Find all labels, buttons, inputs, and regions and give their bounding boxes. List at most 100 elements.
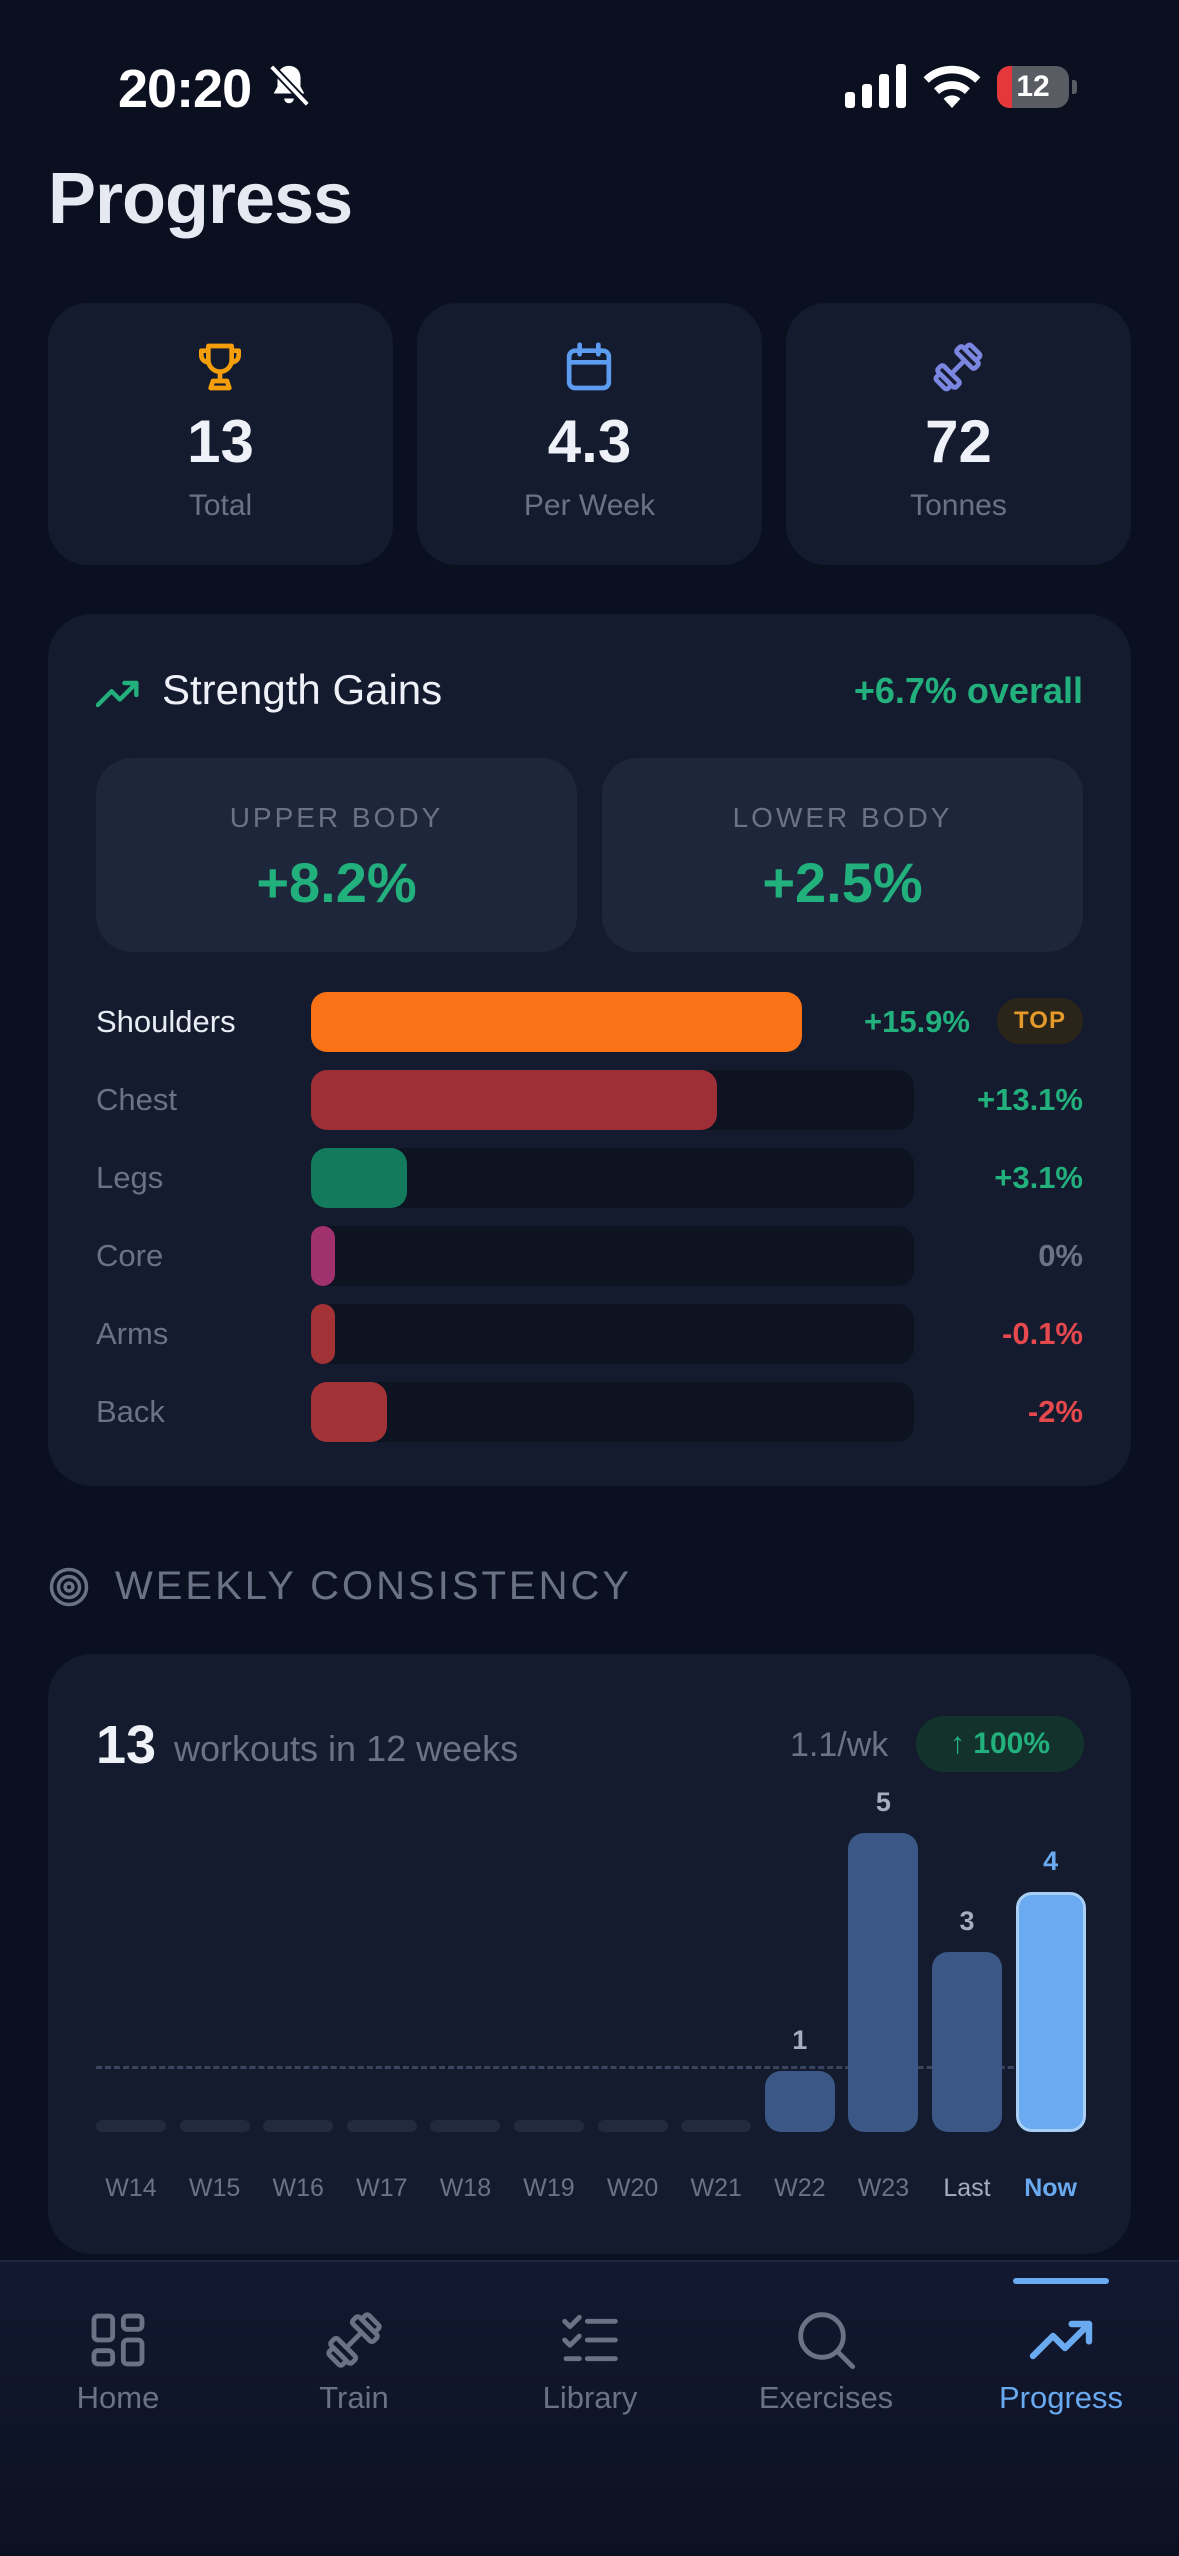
muscle-gain-bar <box>311 992 802 1052</box>
bar-column-w14 <box>96 1654 166 2132</box>
week-axis-label: W21 <box>690 2174 742 2202</box>
stat-label: Per Week <box>523 489 656 522</box>
active-tab-indicator <box>1013 2278 1109 2284</box>
bar-column-w23: 5 <box>848 1654 919 2132</box>
week-axis-label: W22 <box>774 2174 826 2202</box>
stat-card-total: 13 Total <box>48 303 393 565</box>
week-axis-label: W18 <box>439 2174 492 2202</box>
lower-body-label: LOWER BODY <box>732 802 953 833</box>
muscle-gain-bar <box>311 1304 335 1364</box>
bar-value-label: 5 <box>875 1786 891 1817</box>
status-bar: 20:20 12 <box>0 0 1179 150</box>
page-title: Progress <box>48 159 353 239</box>
tab-bar: Home Train Library Exe <box>0 2260 1179 2556</box>
calendar-icon <box>566 342 612 391</box>
bar-column-w21 <box>681 1654 752 2132</box>
week-axis-label: W16 <box>272 2174 324 2202</box>
muscle-row-back: Back -2% <box>96 1382 1083 1442</box>
week-bar <box>96 2120 166 2132</box>
stat-value: 4.3 <box>547 408 632 475</box>
week-bar <box>1015 1892 1086 2132</box>
bar-value-label: 1 <box>792 2024 808 2055</box>
muscle-row-legs: Legs +3.1% <box>96 1148 1083 1208</box>
stat-label: Tonnes <box>910 489 1007 522</box>
bar-column-now: 4 <box>1015 1654 1086 2132</box>
muscle-gain-bar <box>311 1070 718 1130</box>
stat-value: 72 <box>925 408 992 475</box>
muscle-gain-track <box>311 992 914 1052</box>
strength-overall-value: +6.7% overall <box>853 670 1083 711</box>
battery-body: 12 <box>997 66 1069 108</box>
week-bar <box>346 2120 417 2132</box>
strength-gains-title: Strength Gains <box>162 666 443 713</box>
bar-value-label: 4 <box>1043 1846 1059 1876</box>
muscle-gain-track <box>311 1148 914 1208</box>
workout-count-text: workouts in 12 weeks <box>174 1728 519 1769</box>
battery-indicator: 12 <box>997 66 1077 108</box>
muscle-gain-value: 0% <box>1038 1238 1083 1273</box>
checklist-icon <box>562 2314 618 2362</box>
stat-card-per-week: 4.3 Per Week <box>417 303 762 565</box>
muscle-gain-track <box>311 1226 914 1286</box>
target-icon <box>49 1567 89 1607</box>
muscle-gain-bar <box>311 1382 387 1442</box>
tab-progress[interactable]: Progress <box>943 2262 1179 2462</box>
muscle-row-shoulders: Shoulders +15.9% TOP <box>96 992 1083 1052</box>
tab-home[interactable]: Home <box>0 2262 236 2462</box>
search-icon <box>798 2312 856 2370</box>
weekly-consistency-title: WEEKLY CONSISTENCY <box>115 1564 633 1608</box>
trending-up-icon <box>96 680 139 708</box>
muscle-gain-value: -0.1% <box>1002 1316 1083 1351</box>
tab-train[interactable]: Train <box>236 2262 472 2462</box>
tab-library[interactable]: Library <box>472 2262 708 2462</box>
change-badge: ↑ 100% <box>916 1716 1084 1772</box>
week-axis-label: W20 <box>606 2174 659 2202</box>
muscle-label: Arms <box>96 1316 169 1351</box>
lower-body-card: LOWER BODY +2.5% <box>602 758 1083 952</box>
stat-label: Total <box>188 489 253 522</box>
bar-column-w15 <box>179 1654 250 2132</box>
muscle-label: Shoulders <box>96 1004 236 1039</box>
stat-value: 13 <box>187 408 254 475</box>
home-grid-icon <box>91 2313 145 2367</box>
lower-body-value: +2.5% <box>762 851 923 914</box>
upper-body-value: +8.2% <box>256 851 417 914</box>
week-axis-label: W14 <box>105 2174 157 2202</box>
week-axis-label: W23 <box>857 2174 910 2202</box>
muscle-gain-bar <box>311 1148 408 1208</box>
week-bar <box>681 2120 752 2132</box>
week-bar <box>263 2120 334 2132</box>
trophy-icon <box>199 343 242 391</box>
dumbbell-icon <box>933 342 983 392</box>
week-bar <box>597 2120 668 2132</box>
muscle-label: Back <box>96 1394 165 1429</box>
week-bar <box>932 1951 1002 2132</box>
muscle-label: Chest <box>96 1082 177 1117</box>
tab-exercises[interactable]: Exercises <box>708 2262 944 2462</box>
tab-label: Exercises <box>758 2380 894 2415</box>
battery-percent: 12 <box>1016 70 1050 103</box>
muscle-gain-track <box>311 1304 914 1364</box>
battery-nub <box>1072 80 1077 94</box>
tab-label: Progress <box>998 2380 1124 2415</box>
cellular-signal-icon <box>845 64 906 108</box>
muscle-row-arms: Arms -0.1% <box>96 1304 1083 1364</box>
trending-up-icon <box>1029 2320 1093 2360</box>
bar-column-w19 <box>514 1654 584 2132</box>
week-axis-label: Now <box>1024 2174 1077 2202</box>
upper-body-card: UPPER BODY +8.2% <box>96 758 577 952</box>
status-time: 20:20 <box>118 59 252 119</box>
weekly-consistency-card: 13 workouts in 12 weeks 1.1/wk ↑ 100% W1… <box>48 1654 1131 2254</box>
week-bar <box>430 2120 501 2132</box>
average-reference-line <box>96 2065 1086 2069</box>
bar-column-w18 <box>430 1654 501 2132</box>
dumbbell-icon <box>326 2312 382 2368</box>
battery-level-fill <box>997 66 1012 108</box>
bar-column-w20 <box>597 1654 668 2132</box>
week-bar <box>514 2120 584 2132</box>
muscle-gain-track <box>311 1070 914 1130</box>
top-badge: TOP <box>997 998 1083 1044</box>
muscle-gain-value: -2% <box>1027 1394 1083 1429</box>
tab-label: Train <box>319 2380 389 2415</box>
tab-label: Library <box>542 2380 638 2415</box>
